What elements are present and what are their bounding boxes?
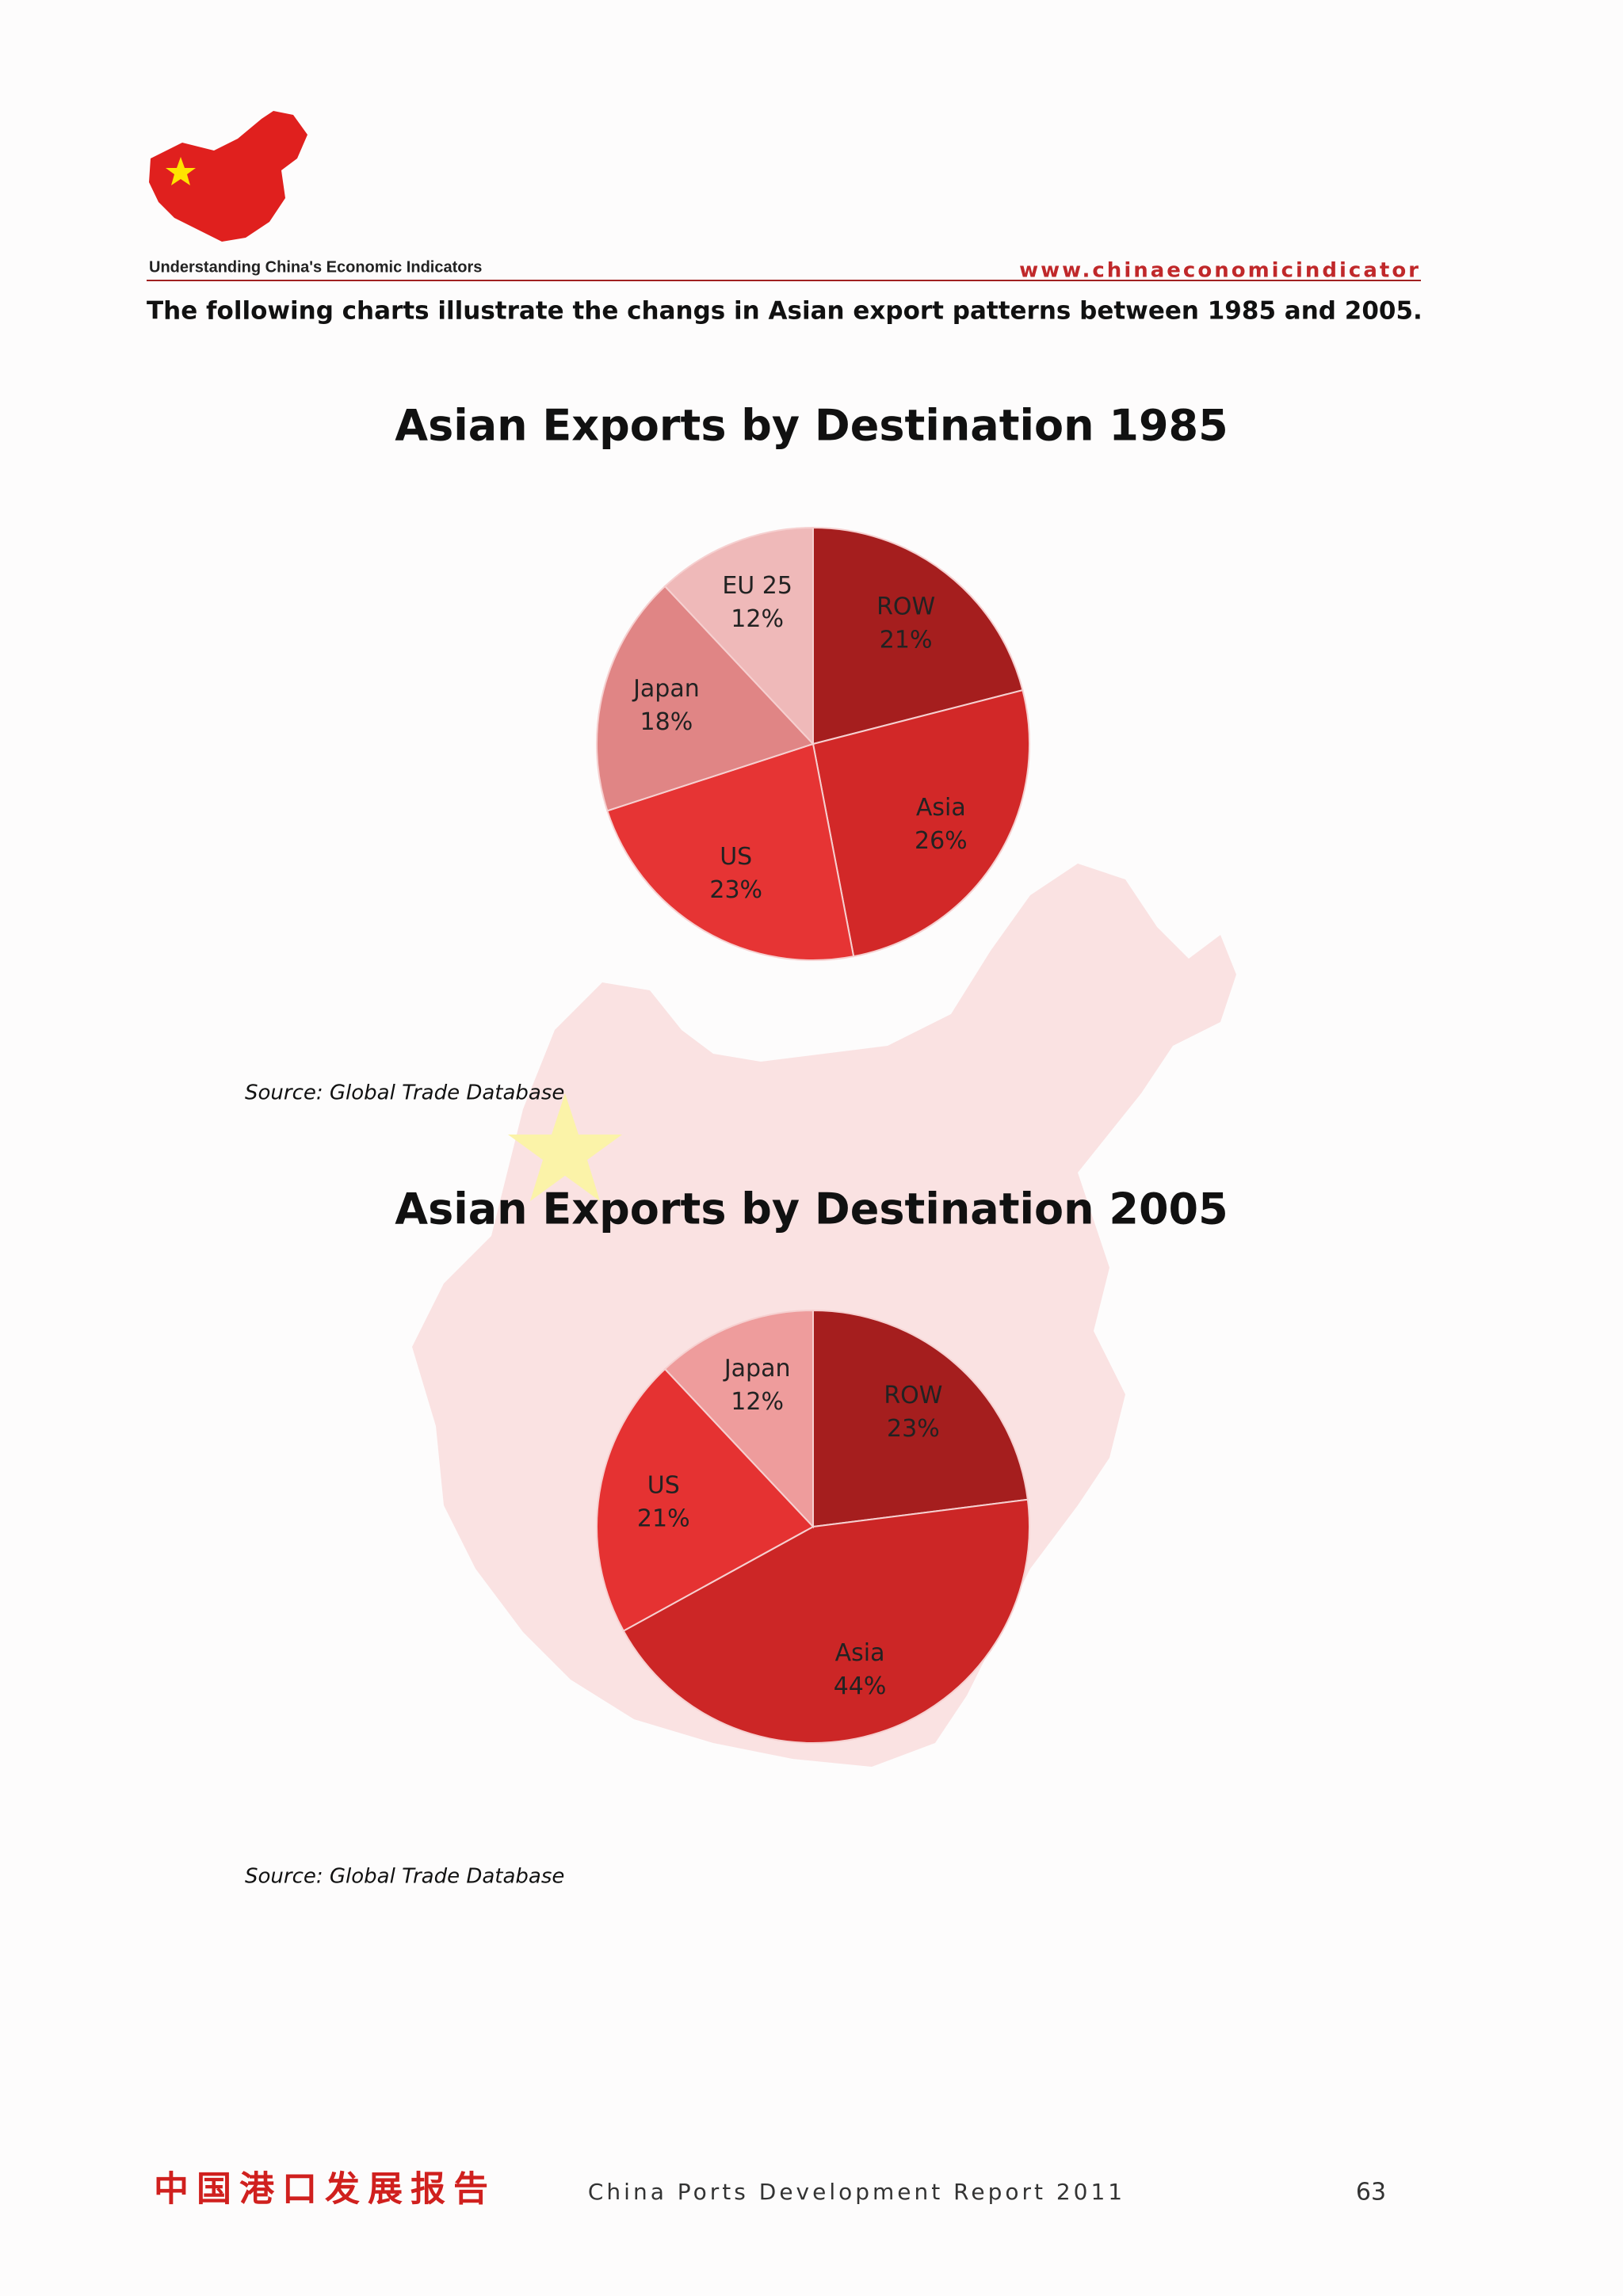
slice-value-label: 26% (915, 827, 968, 855)
pie-slice (596, 1367, 815, 1632)
slice-category: Asia (835, 1639, 885, 1667)
website: www.chinaeconomicindicator (1019, 259, 1421, 283)
slice-category: ROW (884, 1382, 942, 1409)
slice-value-label: 21% (880, 627, 933, 654)
slice-value-label: 23% (887, 1415, 940, 1443)
pie-slice (812, 688, 1030, 958)
pie-slice (663, 526, 814, 746)
slice-value-label: 44% (834, 1672, 887, 1700)
chart-title: Asian Exports by Destination 2005 (395, 1184, 1228, 1234)
slice-category: US (647, 1472, 680, 1500)
logo-star (166, 157, 196, 185)
slice-value-label: 12% (731, 605, 784, 633)
pie-slice (663, 1309, 814, 1529)
pie-slice (596, 585, 815, 812)
brand: Understanding China's Economic Indicator… (149, 258, 482, 276)
page-number: 63 (1356, 2179, 1386, 2206)
slice-value-label: 18% (640, 708, 693, 736)
background-star (508, 1093, 622, 1201)
slice-value-label: 23% (709, 876, 762, 904)
chart-title: Asian Exports by Destination 1985 (395, 401, 1228, 451)
footer-report: China Ports Development Report 2011 (588, 2179, 1125, 2205)
chart-source: Source: Global Trade Database (245, 1081, 564, 1105)
pie-slice (812, 1309, 1029, 1528)
slice-category: EU 25 (722, 572, 792, 600)
slice-category: US (720, 843, 752, 871)
slice-value-label: 12% (731, 1388, 784, 1416)
pie-slice (812, 526, 1024, 746)
slice-category: Japan (632, 675, 700, 703)
intro: The following charts illustrate the chan… (147, 297, 1423, 326)
pie-slice (606, 742, 855, 961)
chart-source: Source: Global Trade Database (245, 1865, 564, 1889)
pie-slice (622, 1498, 1030, 1744)
slice-category: ROW (876, 593, 935, 621)
footer-chinese: 中国港口发展报告 (154, 2169, 496, 2210)
slice-category: Japan (723, 1355, 791, 1383)
logo-map (149, 111, 307, 242)
slice-category: Asia (916, 794, 966, 822)
slice-value-label: 21% (637, 1505, 690, 1533)
